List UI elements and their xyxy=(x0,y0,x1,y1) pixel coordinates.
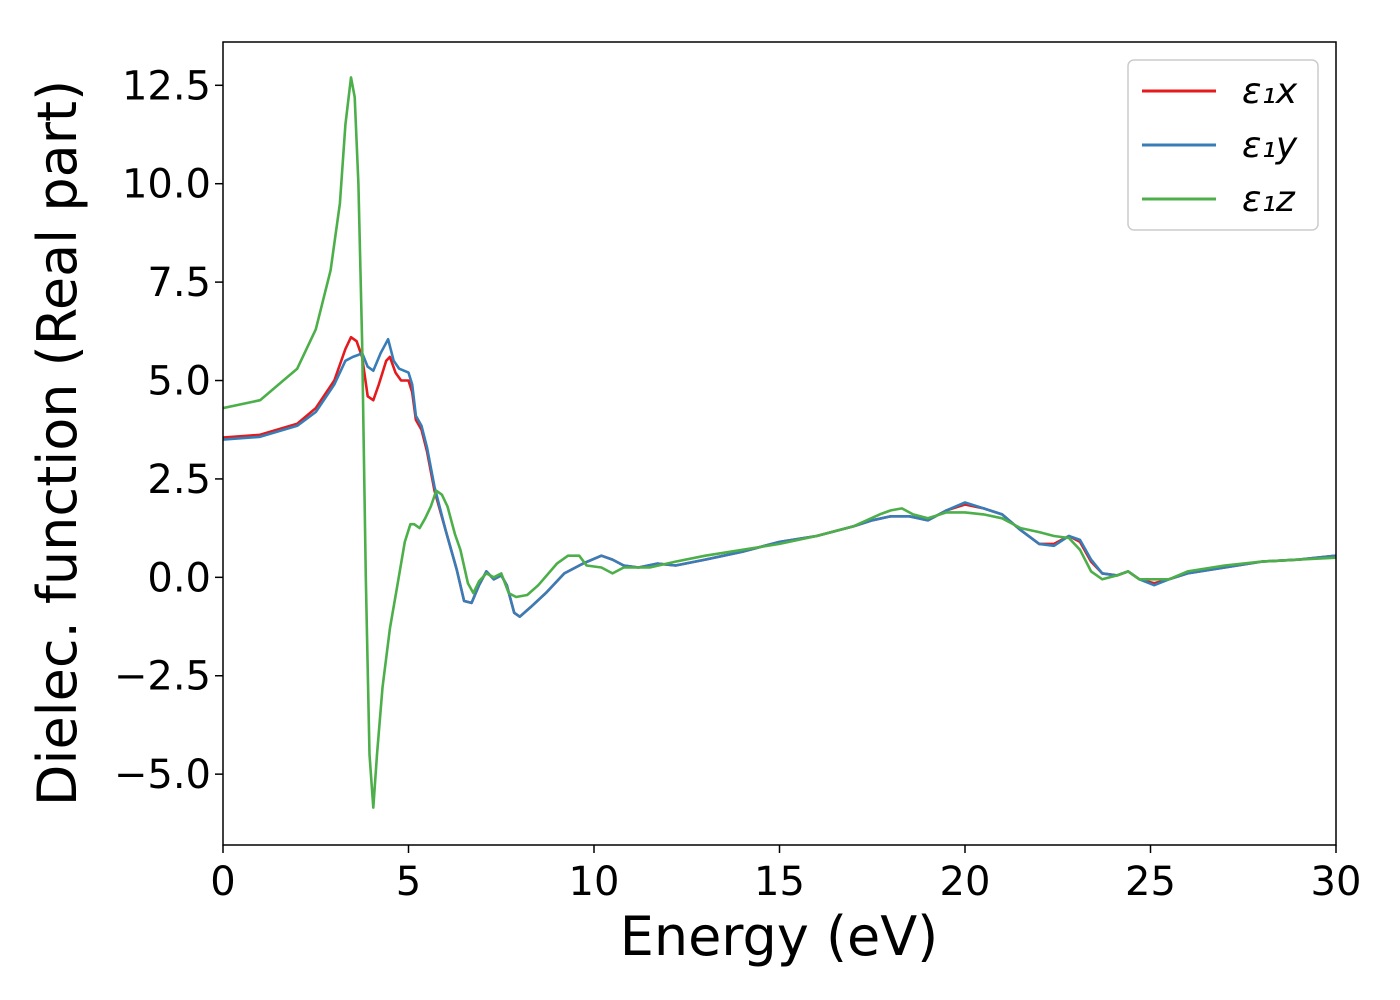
legend-label-1: ε₁x xyxy=(1242,71,1298,112)
legend: ε₁x ε₁y ε₁z xyxy=(1127,59,1319,231)
x-tick-label: 0 xyxy=(210,859,235,905)
series-line-2 xyxy=(223,337,1336,618)
y-tick-label: 0.0 xyxy=(147,555,211,601)
x-axis: 0 5 10 15 20 25 30 xyxy=(210,845,1361,905)
x-tick-label: 5 xyxy=(396,859,421,905)
series-line-1 xyxy=(223,335,1336,618)
legend-label-2: ε₁y xyxy=(1242,125,1298,166)
y-tick-label: 2.5 xyxy=(147,457,211,503)
x-tick-label: 20 xyxy=(940,859,991,905)
x-axis-label: Energy (eV) xyxy=(620,905,939,968)
y-axis: −5.0 −2.5 0.0 2.5 5.0 7.5 10.0 12.5 xyxy=(114,63,223,798)
y-tick-label: −5.0 xyxy=(114,752,211,798)
y-tick-label: 12.5 xyxy=(122,63,211,109)
legend-label-3: ε₁z xyxy=(1242,179,1296,220)
x-tick-label: 30 xyxy=(1311,859,1362,905)
x-tick-label: 25 xyxy=(1125,859,1176,905)
y-axis-label: Dielec. function (Real part) xyxy=(26,80,89,806)
y-tick-label: 10.0 xyxy=(122,162,211,208)
legend-box xyxy=(1127,59,1319,231)
y-tick-label: 5.0 xyxy=(147,359,211,405)
x-tick-label: 15 xyxy=(754,859,805,905)
series-layer xyxy=(223,76,1336,809)
y-tick-label: −2.5 xyxy=(114,654,211,700)
y-tick-label: 7.5 xyxy=(147,260,211,306)
series-line-3 xyxy=(223,76,1336,809)
x-tick-label: 10 xyxy=(569,859,620,905)
